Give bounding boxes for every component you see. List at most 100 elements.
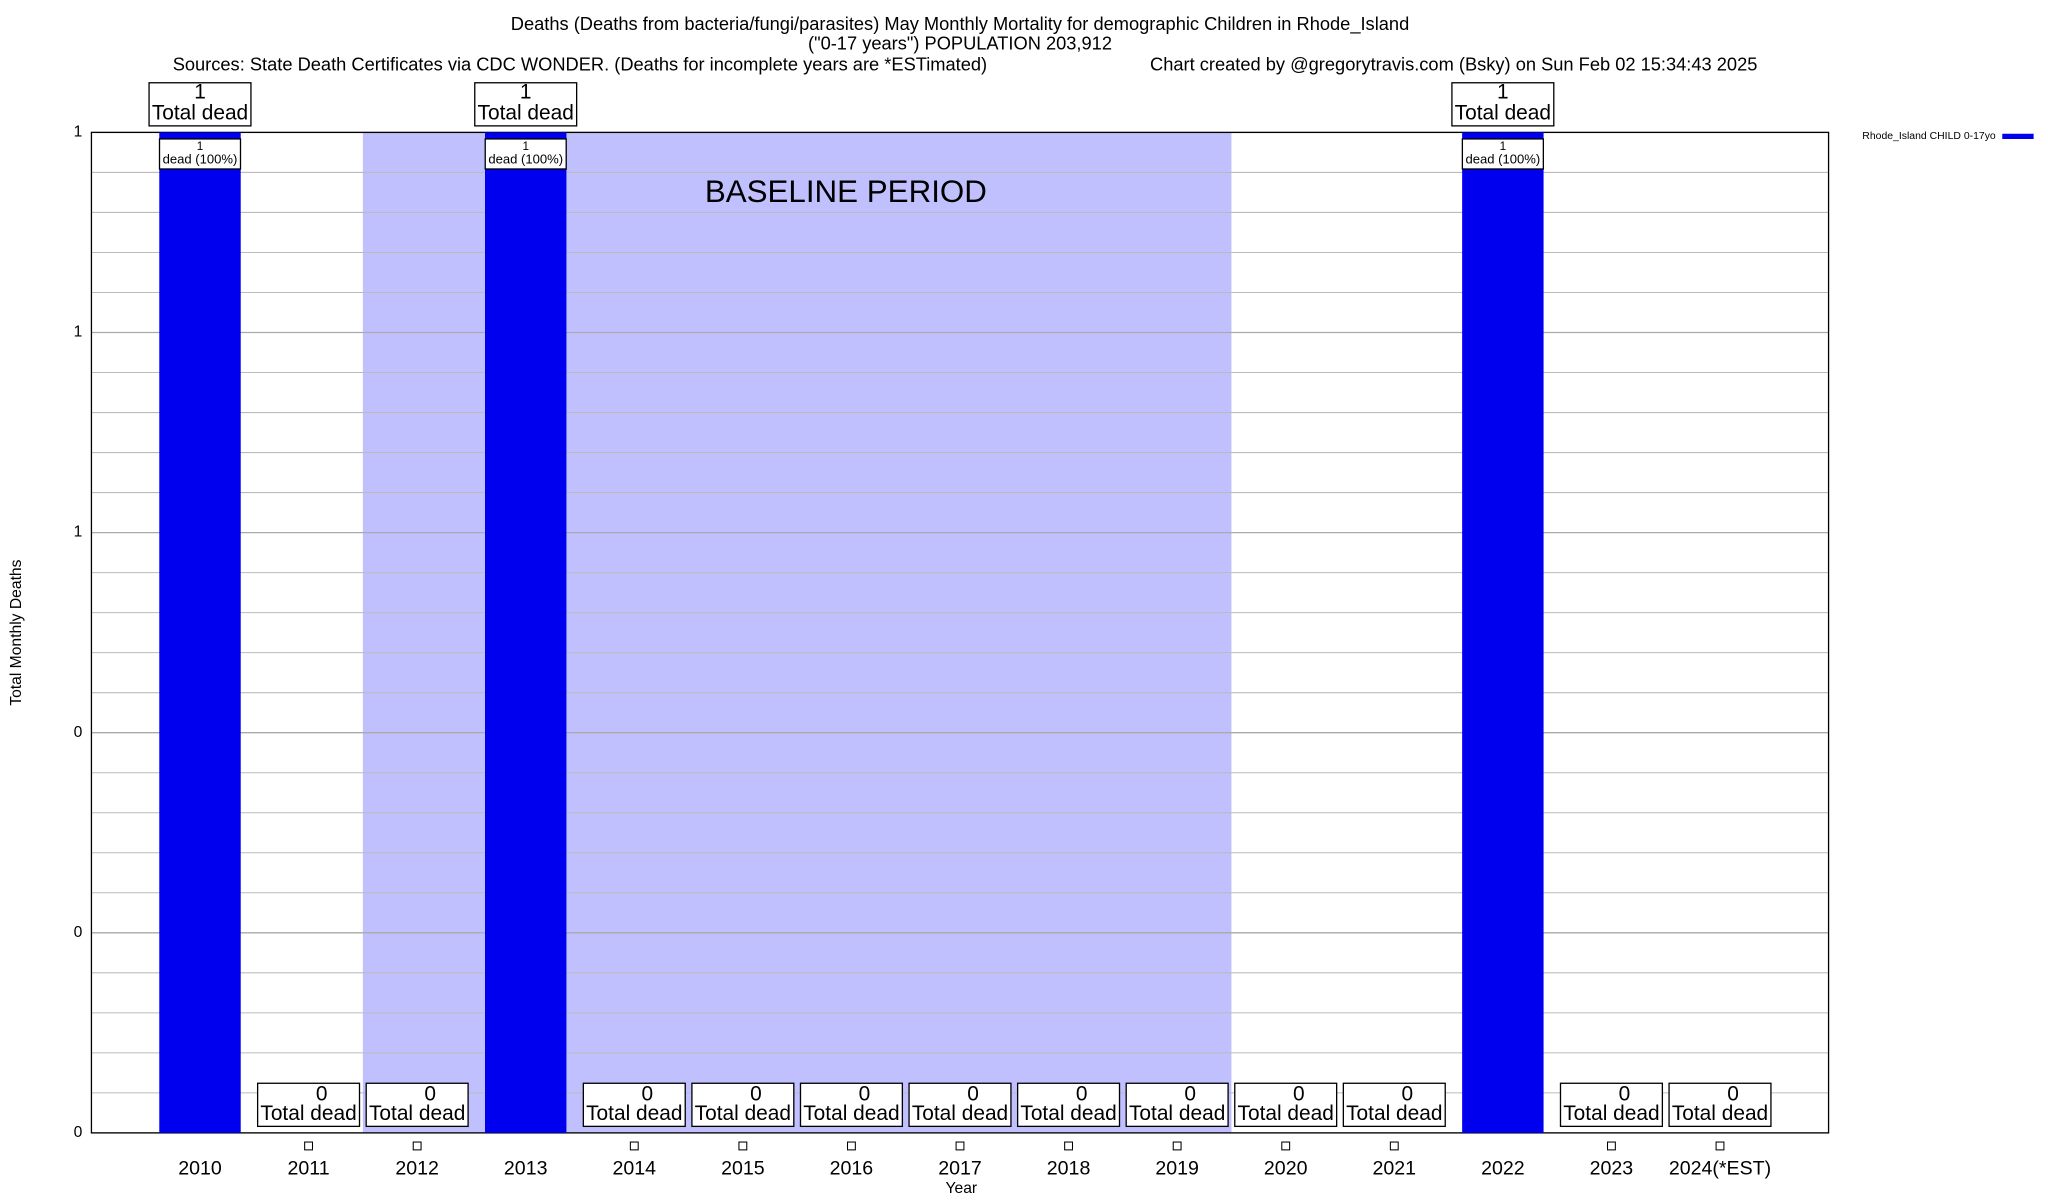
- pct-text: dead (100%): [163, 151, 238, 166]
- x-tick-label: 2016: [830, 1158, 874, 1180]
- total-text: Total dead: [1672, 1102, 1768, 1125]
- total-value: 1: [520, 81, 532, 104]
- x-tick-label: 2021: [1373, 1158, 1417, 1180]
- zero-marker: [1606, 1141, 1616, 1151]
- total-text: Total dead: [1238, 1102, 1334, 1125]
- x-tick-label: 2015: [721, 1158, 765, 1180]
- total-box: [474, 82, 578, 127]
- total-box: [1342, 1082, 1446, 1128]
- pct-text: dead (100%): [1465, 151, 1540, 166]
- total-text: Total dead: [478, 102, 574, 125]
- y-tick-label: 0: [74, 1124, 83, 1141]
- sources: Sources: State Death Certificates via CD…: [173, 54, 987, 75]
- total-box: [799, 1082, 904, 1128]
- total-box: [691, 1082, 795, 1128]
- x-tick-label: 2010: [178, 1158, 222, 1180]
- zero-marker: [1064, 1141, 1074, 1151]
- x-tick-label: 2012: [395, 1158, 439, 1180]
- zero-marker: [412, 1141, 422, 1151]
- total-box: [908, 1082, 1012, 1128]
- pct-box: [158, 138, 242, 170]
- total-value: 0: [1293, 1083, 1305, 1106]
- total-box: [148, 82, 252, 127]
- total-value: 0: [1184, 1083, 1196, 1106]
- total-box: [1125, 1082, 1229, 1128]
- x-axis-label: Year: [945, 1180, 977, 1197]
- total-value: 0: [1402, 1083, 1414, 1106]
- total-box: [1668, 1082, 1772, 1128]
- pct-value: 1: [522, 140, 529, 153]
- total-value: 0: [1727, 1083, 1739, 1106]
- total-text: Total dead: [152, 102, 248, 125]
- bar: [1462, 132, 1544, 1133]
- x-tick-label: 2023: [1590, 1158, 1634, 1180]
- pct-box: [484, 138, 567, 170]
- total-text: Total dead: [369, 1102, 465, 1125]
- plot-frame: [90, 131, 1830, 1134]
- x-tick-label: 2014: [613, 1158, 657, 1180]
- pct-value: 1: [1500, 140, 1507, 153]
- total-value: 1: [1497, 81, 1509, 104]
- zero-marker: [846, 1141, 856, 1151]
- total-text: Total dead: [803, 1102, 899, 1125]
- total-value: 0: [750, 1083, 762, 1106]
- total-value: 0: [316, 1083, 328, 1106]
- total-box: [365, 1082, 469, 1128]
- total-text: Total dead: [586, 1102, 682, 1125]
- legend-label: Rhode_Island CHILD 0-17yo: [1862, 131, 1996, 142]
- pct-value: 1: [197, 140, 204, 153]
- y-tick-label: 1: [74, 124, 83, 141]
- total-text: Total dead: [912, 1102, 1008, 1125]
- total-value: 0: [859, 1083, 871, 1106]
- total-box: [582, 1082, 686, 1128]
- x-tick-label: 2011: [288, 1158, 330, 1180]
- x-tick-label: 2013: [504, 1158, 548, 1180]
- zero-marker: [955, 1141, 965, 1151]
- zero-marker: [1389, 1141, 1399, 1151]
- zero-marker: [1715, 1141, 1725, 1151]
- zero-marker: [1172, 1141, 1182, 1151]
- zero-marker: [738, 1141, 748, 1151]
- x-tick-label: 2017: [938, 1158, 982, 1180]
- bar: [159, 132, 241, 1133]
- total-value: 1: [194, 81, 206, 104]
- credit: Chart created by @gregorytravis.com (Bsk…: [1150, 54, 1757, 75]
- y-axis-label: Total Monthly Deaths: [8, 559, 25, 705]
- total-text: Total dead: [695, 1102, 791, 1125]
- total-value: 0: [1076, 1083, 1088, 1106]
- total-box: [256, 1082, 361, 1128]
- zero-marker: [629, 1141, 639, 1151]
- y-tick-label: 0: [74, 724, 83, 741]
- total-value: 0: [642, 1083, 654, 1106]
- x-tick-label: 2020: [1264, 1158, 1308, 1180]
- pct-box: [1461, 138, 1544, 170]
- total-value: 0: [1619, 1083, 1631, 1106]
- x-tick-label: 2024(*EST): [1669, 1158, 1771, 1180]
- pct-text: dead (100%): [488, 151, 563, 166]
- total-text: Total dead: [1346, 1102, 1442, 1125]
- total-value: 0: [424, 1083, 436, 1106]
- total-value: 0: [967, 1083, 979, 1106]
- total-text: Total dead: [1455, 102, 1551, 125]
- total-text: Total dead: [1129, 1102, 1225, 1125]
- y-tick-label: 0: [74, 924, 83, 941]
- zero-marker: [304, 1141, 314, 1151]
- x-tick-label: 2018: [1047, 1158, 1091, 1180]
- total-box: [1234, 1082, 1338, 1128]
- zero-marker: [1281, 1141, 1291, 1151]
- x-tick-label: 2022: [1481, 1158, 1525, 1180]
- total-text: Total dead: [1020, 1102, 1116, 1125]
- y-tick-label: 1: [74, 524, 83, 541]
- chart-title: Deaths (Deaths from bacteria/fungi/paras…: [511, 13, 1409, 35]
- total-box: [1016, 1082, 1121, 1128]
- x-tick-label: 2019: [1155, 1158, 1199, 1180]
- total-text: Total dead: [260, 1102, 356, 1125]
- total-box: [1559, 1082, 1664, 1128]
- total-box: [1451, 82, 1555, 127]
- chart-subtitle: ("0-17 years") POPULATION 203,912: [808, 33, 1112, 54]
- bar: [485, 132, 567, 1133]
- y-tick-label: 1: [74, 324, 83, 341]
- baseline-label: BASELINE PERIOD: [705, 174, 987, 209]
- total-text: Total dead: [1563, 1102, 1659, 1125]
